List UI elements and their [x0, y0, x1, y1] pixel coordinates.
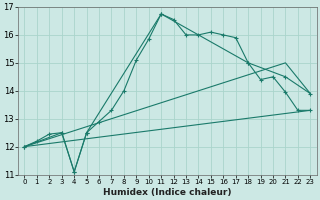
X-axis label: Humidex (Indice chaleur): Humidex (Indice chaleur)	[103, 188, 232, 197]
